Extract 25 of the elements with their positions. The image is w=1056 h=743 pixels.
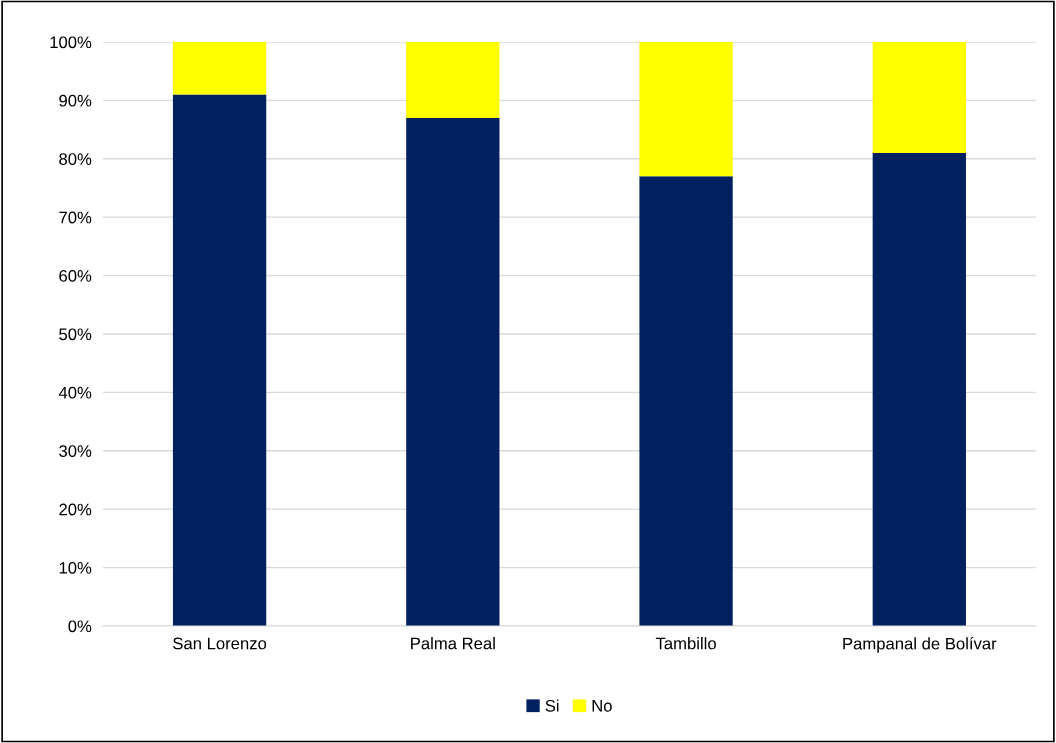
x-tick-label: San Lorenzo	[173, 637, 267, 650]
bar	[406, 117, 500, 626]
x-tick-label: Palma Real	[411, 637, 495, 650]
y-tick-label: 80%	[59, 153, 92, 165]
bar	[172, 94, 267, 626]
bar	[172, 41, 267, 95]
bar	[872, 152, 966, 626]
y-tick-label: 50%	[59, 328, 92, 341]
y-tick-label: 70%	[59, 211, 92, 224]
legend-label: No	[592, 700, 612, 712]
y-tick-label: 30%	[59, 445, 92, 457]
bar	[639, 41, 733, 177]
y-tick-label: 10%	[59, 561, 92, 574]
bar	[406, 41, 500, 118]
x-tick-label: Pampanal de Bolívar	[843, 637, 997, 653]
y-tick-label: 90%	[59, 94, 92, 107]
y-tick-label: 0%	[68, 620, 92, 633]
y-tick-label: 100%	[50, 36, 92, 49]
bar	[639, 176, 733, 626]
bar	[872, 41, 966, 153]
y-tick-label: 20%	[59, 503, 92, 516]
y-tick-label: 40%	[58, 386, 92, 399]
y-tick-label: 60%	[59, 269, 92, 282]
legend-label: Si	[545, 699, 559, 712]
x-tick-label: Tambillo	[655, 637, 716, 650]
